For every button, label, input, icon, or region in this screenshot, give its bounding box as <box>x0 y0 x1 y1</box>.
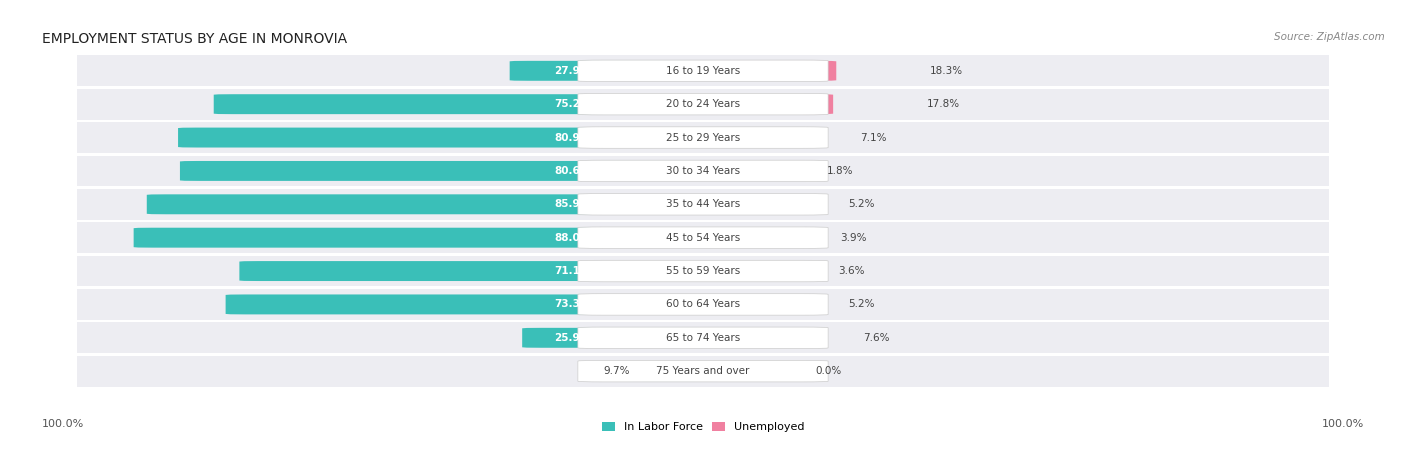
FancyBboxPatch shape <box>179 128 721 147</box>
Text: 85.9%: 85.9% <box>554 199 591 209</box>
FancyBboxPatch shape <box>685 228 747 248</box>
Text: 55 to 59 Years: 55 to 59 Years <box>666 266 740 276</box>
Text: 0.0%: 0.0% <box>815 366 842 376</box>
FancyBboxPatch shape <box>685 361 723 381</box>
FancyBboxPatch shape <box>578 127 828 148</box>
Text: 71.1%: 71.1% <box>554 266 591 276</box>
Text: 30 to 34 Years: 30 to 34 Years <box>666 166 740 176</box>
FancyBboxPatch shape <box>685 128 766 147</box>
Text: 17.8%: 17.8% <box>927 99 960 109</box>
FancyBboxPatch shape <box>214 94 721 114</box>
Text: 3.9%: 3.9% <box>839 233 866 243</box>
Text: 88.0%: 88.0% <box>554 233 591 243</box>
FancyBboxPatch shape <box>225 295 721 314</box>
FancyBboxPatch shape <box>578 327 828 349</box>
Text: 25 to 29 Years: 25 to 29 Years <box>666 133 740 143</box>
Text: 16 to 19 Years: 16 to 19 Years <box>666 66 740 76</box>
FancyBboxPatch shape <box>685 295 754 314</box>
FancyBboxPatch shape <box>578 93 828 115</box>
FancyBboxPatch shape <box>623 361 721 381</box>
Text: 5.2%: 5.2% <box>848 299 875 309</box>
FancyBboxPatch shape <box>685 261 744 281</box>
FancyBboxPatch shape <box>239 261 721 281</box>
FancyBboxPatch shape <box>685 194 754 214</box>
Text: 100.0%: 100.0% <box>42 419 84 429</box>
FancyBboxPatch shape <box>578 227 828 249</box>
Text: 35 to 44 Years: 35 to 44 Years <box>666 199 740 209</box>
FancyBboxPatch shape <box>578 260 828 282</box>
FancyBboxPatch shape <box>134 228 721 248</box>
FancyBboxPatch shape <box>522 328 721 348</box>
Legend: In Labor Force, Unemployed: In Labor Force, Unemployed <box>598 417 808 437</box>
FancyBboxPatch shape <box>180 161 721 181</box>
FancyBboxPatch shape <box>578 160 828 182</box>
Text: 75 Years and over: 75 Years and over <box>657 366 749 376</box>
Text: 80.6%: 80.6% <box>554 166 591 176</box>
Text: Source: ZipAtlas.com: Source: ZipAtlas.com <box>1274 32 1385 41</box>
FancyBboxPatch shape <box>685 328 769 348</box>
Text: 18.3%: 18.3% <box>931 66 963 76</box>
Text: 80.9%: 80.9% <box>554 133 591 143</box>
FancyBboxPatch shape <box>685 61 837 81</box>
FancyBboxPatch shape <box>146 194 721 214</box>
Text: 20 to 24 Years: 20 to 24 Years <box>666 99 740 109</box>
Text: 25.9%: 25.9% <box>554 333 591 343</box>
FancyBboxPatch shape <box>685 94 834 114</box>
Text: 1.8%: 1.8% <box>827 166 853 176</box>
Text: 65 to 74 Years: 65 to 74 Years <box>666 333 740 343</box>
Text: 75.2%: 75.2% <box>554 99 591 109</box>
Text: 60 to 64 Years: 60 to 64 Years <box>666 299 740 309</box>
Text: 9.7%: 9.7% <box>603 366 630 376</box>
FancyBboxPatch shape <box>578 360 828 382</box>
Text: 73.3%: 73.3% <box>554 299 591 309</box>
Text: 100.0%: 100.0% <box>1322 419 1364 429</box>
Text: 5.2%: 5.2% <box>848 199 875 209</box>
FancyBboxPatch shape <box>685 161 733 181</box>
FancyBboxPatch shape <box>578 294 828 315</box>
FancyBboxPatch shape <box>578 60 828 82</box>
Text: EMPLOYMENT STATUS BY AGE IN MONROVIA: EMPLOYMENT STATUS BY AGE IN MONROVIA <box>42 32 347 46</box>
FancyBboxPatch shape <box>509 61 721 81</box>
Text: 27.9%: 27.9% <box>554 66 591 76</box>
Text: 7.6%: 7.6% <box>863 333 890 343</box>
Text: 7.1%: 7.1% <box>860 133 887 143</box>
Text: 3.6%: 3.6% <box>838 266 865 276</box>
FancyBboxPatch shape <box>578 193 828 215</box>
Text: 45 to 54 Years: 45 to 54 Years <box>666 233 740 243</box>
